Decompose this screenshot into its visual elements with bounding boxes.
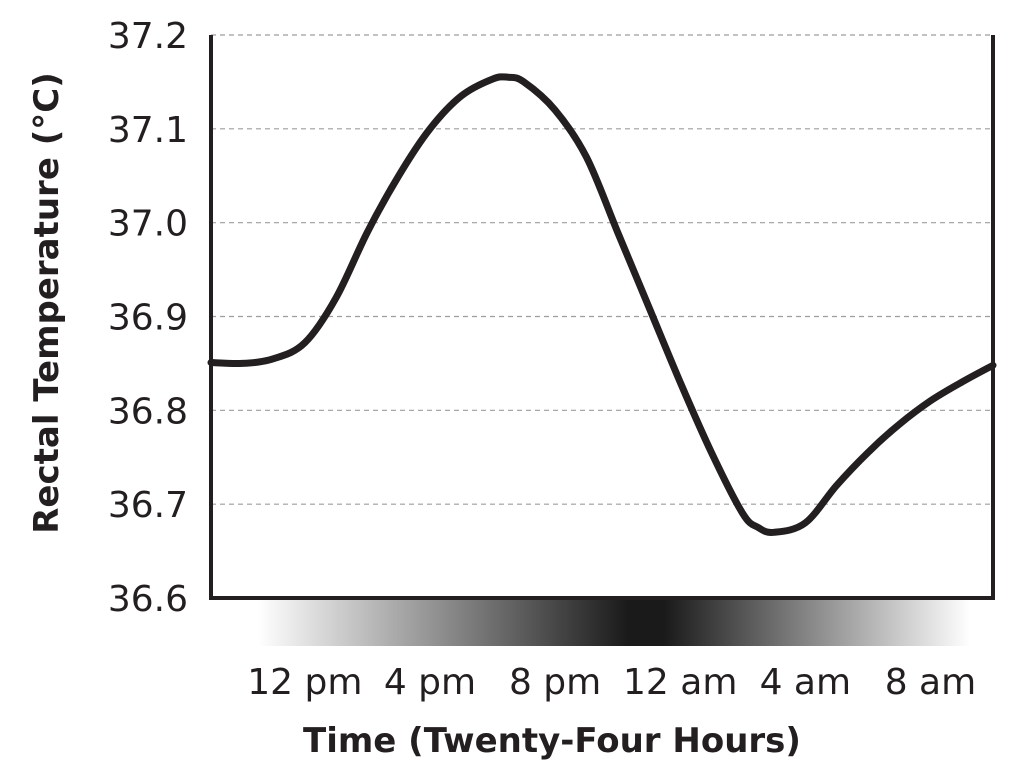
x-tick-label: 12 pm <box>247 662 362 703</box>
y-tick-label: 36.9 <box>108 298 188 339</box>
y-tick-label: 37.1 <box>108 110 188 151</box>
y-tick-label: 36.8 <box>108 391 188 432</box>
x-axis-ticks: 12 pm 4 pm 8 pm 12 am 4 am 8 am <box>247 662 976 703</box>
y-tick-label: 36.6 <box>108 579 188 620</box>
x-tick-label: 8 pm <box>509 662 601 703</box>
y-axis-ticks: 36.6 36.7 36.8 36.9 37.0 37.1 37.2 <box>108 16 188 620</box>
x-axis-title: Time (Twenty-Four Hours) <box>303 721 801 761</box>
y-tick-label: 37.0 <box>108 204 188 245</box>
y-tick-label: 36.7 <box>108 485 188 526</box>
x-tick-label: 12 am <box>623 662 737 703</box>
plot-frame <box>209 35 995 600</box>
x-tick-label: 4 pm <box>384 662 476 703</box>
light-dark-band <box>258 600 970 646</box>
x-tick-label: 8 am <box>885 662 976 703</box>
y-axis-title: Rectal Temperature (°C) <box>27 72 67 534</box>
temperature-series-line <box>207 73 997 536</box>
series-layer <box>207 73 997 536</box>
x-tick-label: 4 am <box>760 662 851 703</box>
grid-lines <box>211 34 993 505</box>
y-tick-label: 37.2 <box>108 16 188 57</box>
